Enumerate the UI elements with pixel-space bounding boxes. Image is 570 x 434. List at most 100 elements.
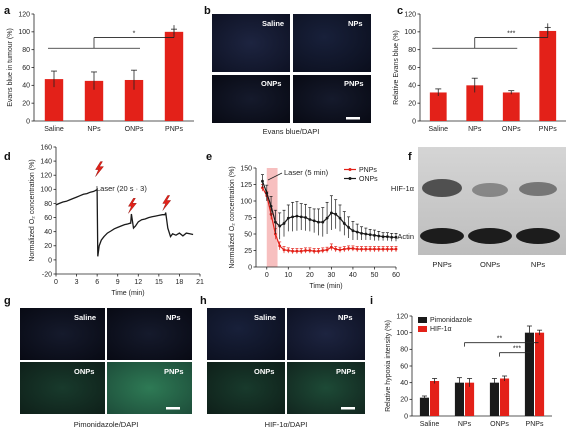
chart-c-x-tick-label: PNPs [539, 126, 557, 133]
blot-col-onps: ONPs [480, 260, 500, 269]
chart-i-x-tick-label: Saline [420, 421, 440, 428]
chart-e-onps-point [278, 224, 282, 228]
image-tile-nps-b [293, 14, 371, 72]
chart-i-bar-pimonidazole-nps [454, 382, 464, 416]
chart-a-y-axis-label: Evans blue in tumour (%) [7, 28, 14, 107]
chart-e-pnps-point [308, 249, 312, 252]
chart-c-y-tick-label: 20 [408, 101, 416, 108]
chart-d-x-tick-label: 18 [176, 279, 184, 286]
chart-e-pnps-point [377, 247, 381, 251]
chart-c-x-tick-label: ONPs [502, 126, 521, 133]
chart-a-x-tick-label: Saline [44, 126, 64, 133]
chart-c-y-axis-label: Relative Evans blue (%) [393, 30, 400, 105]
chart-i-bar-pimonidazole-onps [489, 382, 499, 416]
tile-label-pnps-g: PNPs [164, 367, 184, 376]
chart-e-pnps-point [291, 249, 295, 253]
chart-e-pnps-point [368, 247, 372, 251]
tile-label-onps-b: ONPs [261, 79, 281, 88]
chart-e-legend-marker-onps [348, 177, 352, 180]
image-tile-saline-g [20, 308, 105, 360]
chart-i-bar-pimonidazole-saline [419, 397, 429, 416]
chart-c-y-tick-label: 100 [404, 29, 416, 36]
chart-e-onps-point [291, 215, 295, 219]
chart-a-y-tick-label: 40 [22, 83, 30, 90]
chart-e-y-tick-label: 25 [244, 248, 252, 255]
chart-a-y-tick-label: 0 [26, 118, 30, 125]
chart-e-y-tick-label: 75 [244, 215, 252, 222]
band-actin-onps [468, 228, 512, 244]
panel-h-images: Saline NPs ONPs PNPs HIF-1α/DAPI [207, 308, 365, 429]
blot-col-nps: NPs [531, 260, 545, 269]
chart-e-x-tick-label: 0 [265, 272, 269, 279]
chart-d-lightning-icon [162, 195, 172, 211]
chart-i-y-axis-label: Relative hypoxia intensity (%) [385, 320, 392, 412]
chart-c-bar-nps [466, 85, 484, 121]
chart-i-bar-pimonidazole-pnps [524, 332, 534, 416]
panel-f-blot: HIF-1α Actin PNPs ONPs NPs [391, 147, 566, 269]
tile-label-saline-h: Saline [254, 313, 276, 322]
tile-label-nps-h: NPs [338, 313, 353, 322]
image-tile-saline-b [212, 14, 290, 72]
chart-e-pnps-point [286, 249, 290, 252]
chart-c-bar-onps [502, 92, 520, 121]
chart-a: 0 20 40 60 80 100 120 Evans blue in tumour (%) S… [7, 11, 194, 133]
chart-i-y-tick-label: 0 [404, 413, 408, 420]
chart-e-pnps-point [390, 247, 394, 251]
chart-e-onps-point [338, 216, 342, 220]
chart-d-y-tick-label: -20 [42, 271, 52, 278]
chart-i-y-tick-label: 100 [396, 330, 408, 337]
chart-e-onps-point [325, 216, 329, 220]
chart-e-onps-point [295, 214, 299, 218]
chart-e-x-axis-label: Time (min) [309, 283, 342, 290]
chart-c-x-tick-label: Saline [429, 126, 449, 133]
chart-d-x-tick-label: 6 [95, 279, 99, 286]
chart-d-x-tick-label: 21 [196, 279, 204, 286]
band-hif-pnps [422, 179, 462, 197]
chart-e-pnps-point [321, 249, 325, 252]
chart-e-onps-point [364, 232, 368, 236]
chart-e-x-tick-label: 60 [392, 272, 400, 279]
image-tile-pnps-h [287, 362, 365, 414]
chart-i-x-tick-label: NPs [458, 421, 472, 428]
chart-d-lightning-icon [95, 161, 104, 177]
chart-d-y-tick-label: 140 [40, 159, 52, 166]
chart-d-y-tick-label: 40 [44, 229, 52, 236]
chart-e-x-tick-label: 50 [371, 272, 379, 279]
chart-d-series-line [55, 187, 194, 257]
chart-c-x-tick-label: NPs [468, 126, 482, 133]
chart-a-significance: * [133, 31, 136, 38]
chart-e-pnps-point [295, 249, 299, 253]
chart-e-x-tick-label: 10 [284, 272, 292, 279]
chart-d-y-tick-label: 120 [40, 173, 52, 180]
chart-d-y-tick-label: 20 [44, 243, 52, 250]
chart-e-onps-point [261, 179, 264, 183]
chart-e-onps-point [351, 229, 355, 233]
chart-i-y-tick-label: 20 [400, 397, 408, 404]
chart-c-y-tick-label: 60 [408, 65, 416, 72]
chart-e-y-tick-label: 100 [240, 198, 252, 205]
chart-e-onps-line [261, 180, 396, 238]
tile-label-pnps-h: PNPs [336, 367, 356, 376]
chart-a-y-tick-label: 20 [22, 101, 30, 108]
image-tile-onps-g [20, 362, 105, 414]
scale-bar-h [341, 407, 355, 410]
chart-e-pnps-point [347, 247, 351, 250]
chart-e-onps-point [329, 211, 333, 215]
chart-e-pnps-point [261, 186, 264, 190]
chart-d-y-tick-label: 80 [44, 201, 52, 208]
image-tile-onps-b [212, 75, 290, 123]
tile-label-onps-h: ONPs [254, 367, 274, 376]
chart-d-x-tick-label: 12 [134, 279, 142, 286]
chart-d-x-tick-label: 0 [54, 279, 58, 286]
chart-e-onps-point [304, 216, 307, 219]
chart-e-pnps-point [282, 248, 286, 252]
chart-e-onps-point [273, 220, 277, 224]
chart-c-significance: *** [507, 31, 515, 38]
caption-b: Evans blue/DAPI [263, 127, 320, 136]
chart-a-bar-saline [44, 79, 64, 121]
band-actin-nps [516, 228, 560, 244]
chart-i-legend-label-pimonidazole: Pimonidazole [430, 317, 472, 324]
chart-a-bar-pnps [164, 31, 184, 121]
panel-label-i: i [370, 295, 373, 307]
chart-e-pnps-point [329, 245, 333, 249]
